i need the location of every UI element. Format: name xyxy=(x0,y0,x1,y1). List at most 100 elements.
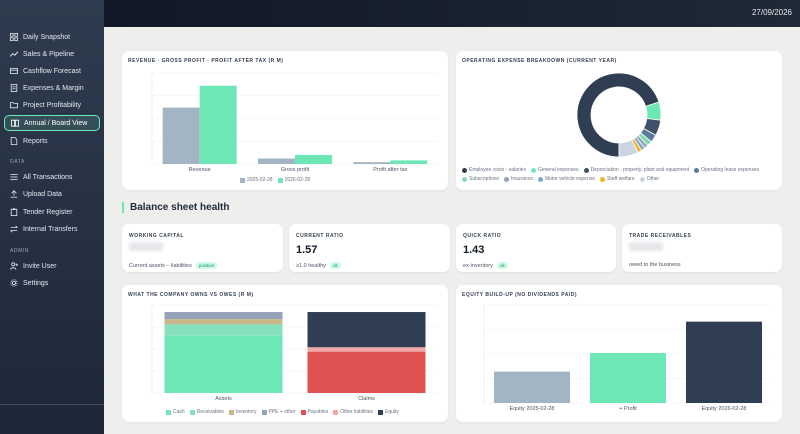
legend-item: Motor vehicle expense xyxy=(537,176,596,182)
bar-2025-02-28 xyxy=(353,162,391,164)
x-tick-label: Gross profit xyxy=(281,167,310,173)
kpi-working-capital: WORKING CAPITAL Current assets − liabili… xyxy=(122,224,283,272)
clipboard-icon xyxy=(10,208,18,216)
bar-2026-02-28 xyxy=(390,160,428,164)
kpi-value-redacted xyxy=(629,242,663,251)
x-tick-label: Revenue xyxy=(189,167,211,173)
sidebar-item-label: Tender Register xyxy=(23,208,73,216)
bar-2025-02-28 xyxy=(162,107,200,164)
sidebar-item-label: Daily Snapshot xyxy=(23,33,71,41)
legend-swatch xyxy=(583,167,589,173)
grid-icon xyxy=(10,33,18,41)
section-label-admin: ADMIN xyxy=(10,248,30,254)
legend-label: Motor vehicle expense xyxy=(544,176,596,182)
sidebar-item-all-transactions[interactable]: All Transactions xyxy=(4,169,100,185)
sidebar-item-internal-transfers[interactable]: Internal Transfers xyxy=(4,221,100,237)
card-title: WHAT THE COMPANY OWNS VS OWES (R M) xyxy=(128,292,254,298)
legend-swatch xyxy=(537,176,543,182)
legend-label: Payables xyxy=(307,409,329,415)
sidebar-item-upload-data[interactable]: Upload Data xyxy=(4,186,100,202)
x-tick-label: Equity 2025-02-28 xyxy=(510,406,555,412)
opex-donut-chart xyxy=(576,72,662,158)
kpi-label: WORKING CAPITAL xyxy=(129,233,184,239)
sidebar-item-label: Project Profitability xyxy=(23,101,81,109)
legend-item: PPE + other xyxy=(261,409,296,415)
sidebar-item-sales-pipeline[interactable]: Sales & Pipeline xyxy=(4,46,100,62)
sidebar-item-settings[interactable]: Settings xyxy=(4,275,100,291)
sidebar-item-annual-board-view[interactable]: Annual / Board View xyxy=(4,115,100,131)
sidebar-item-expenses-margin[interactable]: Expenses & Margin xyxy=(4,80,100,96)
legend-item: Inventory xyxy=(228,409,257,415)
stack-segment-Cash xyxy=(164,335,283,393)
kpi-subtitle: ≥1.0 healthy ok xyxy=(296,262,341,269)
kpi-label: QUICK RATIO xyxy=(463,233,502,239)
legend-swatch xyxy=(462,176,467,182)
sidebar: Daily Snapshot Sales & Pipeline Cashflow… xyxy=(0,0,104,434)
legend-swatch xyxy=(333,409,339,415)
legend-label: Employee costs - salaries xyxy=(469,167,526,173)
legend-swatch xyxy=(504,176,510,182)
user-plus-icon xyxy=(10,262,18,270)
x-tick-label: Equity 2026-02-28 xyxy=(702,406,747,412)
sidebar-item-reports[interactable]: Reports xyxy=(4,133,100,149)
bar-2026-02-28 xyxy=(199,85,237,164)
donut-slice xyxy=(618,139,639,158)
sidebar-item-invite-user[interactable]: Invite User xyxy=(4,258,100,274)
legend-swatch xyxy=(166,409,171,415)
bar xyxy=(494,371,570,403)
opex-chart-legend: Employee costs - salaries General expens… xyxy=(462,167,776,182)
sidebar-item-cashflow-forecast[interactable]: Cashflow Forecast xyxy=(4,63,100,79)
kpi-value: 1.57 xyxy=(296,244,318,256)
list-icon xyxy=(10,173,18,181)
legend-label: 2026-02-28 xyxy=(284,177,311,183)
sidebar-item-label: Settings xyxy=(23,279,49,287)
top-bar: 27/09/2026 xyxy=(104,0,800,27)
revenue-chart-legend: 2025-02-28 2026-02-28 xyxy=(240,177,315,183)
card-title: REVENUE · GROSS PROFIT · PROFIT AFTER TA… xyxy=(128,58,284,64)
stack-segment-PPE + other xyxy=(164,312,283,320)
legend-label: Other xyxy=(646,176,660,182)
x-tick-label: Profit after tax xyxy=(373,167,407,173)
kpi-value-redacted xyxy=(129,242,163,251)
legend-swatch xyxy=(261,409,267,415)
doc-icon xyxy=(10,137,18,145)
folder-icon xyxy=(10,101,18,109)
kpi-value: 1.43 xyxy=(463,244,485,256)
legend-swatch xyxy=(694,167,700,173)
legend-label: PPE + other xyxy=(268,409,296,415)
legend-item: 2026-02-28 xyxy=(277,177,311,183)
sidebar-item-label: Internal Transfers xyxy=(23,225,78,233)
legend-item: Operating lease expenses xyxy=(694,167,759,173)
sidebar-divider xyxy=(0,404,104,405)
kpi-subtitle: ex-inventory ok xyxy=(463,262,508,269)
sidebar-item-daily-snapshot[interactable]: Daily Snapshot xyxy=(4,29,100,45)
legend-item: Subscriptions xyxy=(462,176,499,182)
legend-swatch xyxy=(462,167,467,173)
legend-label: General expenses xyxy=(537,167,579,173)
legend-label: Cash xyxy=(173,409,185,415)
legend-item: Receivables xyxy=(189,409,224,415)
transfer-icon xyxy=(10,225,18,233)
sidebar-item-label: Expenses & Margin xyxy=(23,84,84,92)
legend-swatch xyxy=(277,177,283,183)
card-icon xyxy=(10,67,18,75)
sidebar-item-tender-register[interactable]: Tender Register xyxy=(4,204,100,220)
owns-vs-owes-card: WHAT THE COMPANY OWNS VS OWES (R M) Asse… xyxy=(122,285,448,422)
owns-chart-legend: Cash Receivables Inventory PPE + other P… xyxy=(166,409,404,415)
equity-buildup-chart: Equity 2025-02-28 + Profit Equity 2026-02-… xyxy=(483,304,772,412)
sidebar-item-project-profitability[interactable]: Project Profitability xyxy=(4,97,100,113)
legend-swatch xyxy=(228,409,234,415)
stack-segment-Inventory xyxy=(164,319,283,325)
kpi-subtitle: Current assets − liabilities positive xyxy=(129,262,218,269)
legend-item: Depreciation - property, plant and equip… xyxy=(583,167,689,173)
x-tick-label: + Profit xyxy=(619,406,637,412)
book-icon xyxy=(11,119,19,127)
legend-swatch xyxy=(300,409,306,415)
kpi-current-ratio: CURRENT RATIO 1.57 ≥1.0 healthy ok xyxy=(289,224,450,272)
legend-item: Other xyxy=(639,176,660,182)
legend-label: Inventory xyxy=(235,409,257,415)
current-date: 27/09/2026 xyxy=(751,8,792,17)
bar xyxy=(686,321,762,403)
sidebar-item-label: Cashflow Forecast xyxy=(23,67,81,75)
legend-label: Equity xyxy=(385,409,399,415)
